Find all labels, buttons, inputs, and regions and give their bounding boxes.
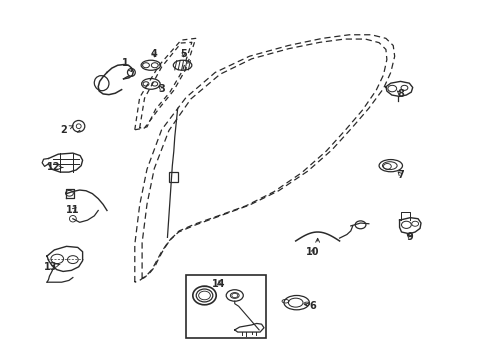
Text: 14: 14 xyxy=(212,279,225,289)
Text: 5: 5 xyxy=(180,49,186,59)
Text: 2: 2 xyxy=(61,125,73,135)
Text: 10: 10 xyxy=(305,247,319,257)
Text: 3: 3 xyxy=(158,84,164,94)
Text: 6: 6 xyxy=(305,301,316,311)
Text: 13: 13 xyxy=(43,262,60,272)
Bar xyxy=(168,172,177,182)
Bar xyxy=(185,275,266,338)
Text: 9: 9 xyxy=(406,232,413,242)
Text: 11: 11 xyxy=(66,206,80,216)
Text: 8: 8 xyxy=(396,89,403,99)
Text: 7: 7 xyxy=(396,170,403,180)
Text: 1: 1 xyxy=(122,58,131,72)
Text: 4: 4 xyxy=(151,49,157,59)
Text: 12: 12 xyxy=(46,162,63,172)
